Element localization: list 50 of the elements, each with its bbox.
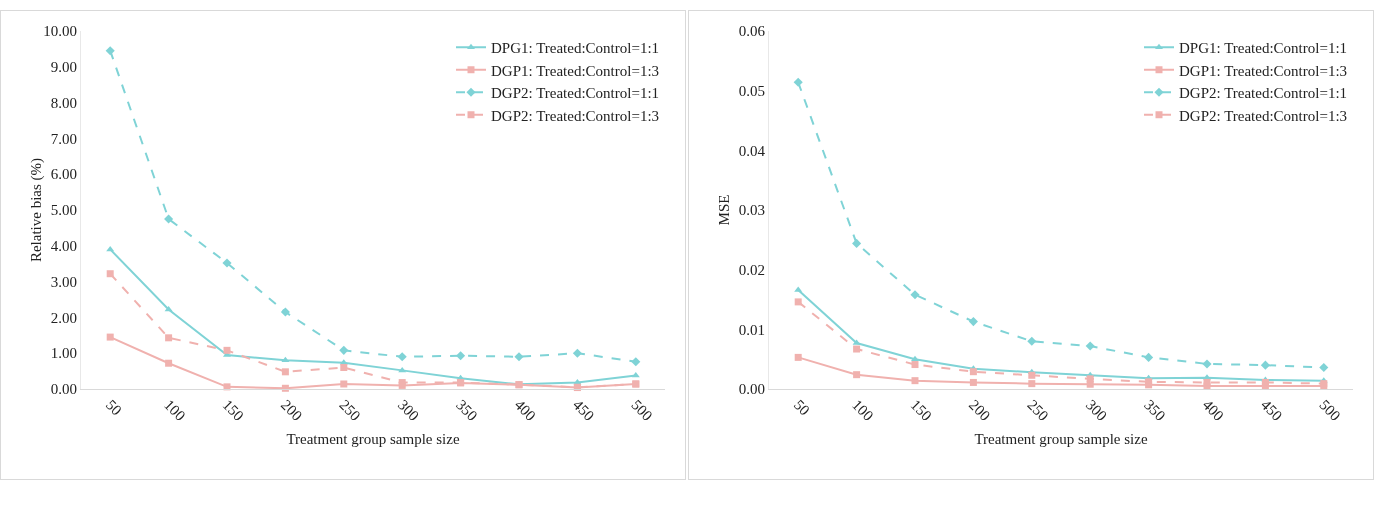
x-tick-label: 150 [907, 396, 935, 424]
y-tick-label: 8.00 [50, 94, 77, 111]
legend-label: DPG1: Treated:Control=1:1 [491, 40, 660, 57]
y-axis-title: MSE [716, 194, 732, 226]
x-tick-label: 200 [277, 396, 306, 424]
x-tick-label: 500 [628, 396, 656, 424]
x-axis-title: Treatment group sample size [974, 431, 1148, 447]
x-tick-label: 250 [1024, 396, 1052, 424]
y-tick-label: 0.00 [738, 381, 765, 398]
x-tick-label: 350 [453, 396, 481, 424]
y-tick-label: 0.05 [738, 82, 765, 99]
y-tick-label: 0.00 [50, 381, 77, 398]
x-tick-label: 400 [1199, 396, 1227, 424]
y-tick-label: 2.00 [50, 309, 77, 326]
x-tick-label: 150 [219, 396, 247, 424]
legend-label: DGP1: Treated:Control=1:3 [491, 62, 660, 79]
x-tick-label: 50 [102, 396, 125, 419]
y-axis-title: Relative bias (%) [28, 157, 45, 263]
x-tick-label: 100 [849, 396, 877, 424]
y-tick-label: 5.00 [50, 202, 77, 219]
x-tick-label: 450 [1257, 396, 1286, 424]
x-tick-label: 250 [336, 396, 364, 424]
y-tick-label: 9.00 [50, 59, 77, 76]
x-tick-label: 350 [1141, 396, 1169, 424]
x-tick-label: 400 [511, 396, 539, 424]
y-tick-label: 0.01 [738, 321, 765, 338]
legend-label: DPG1: Treated:Control=1:1 [1179, 40, 1348, 57]
y-tick-label: 0.03 [738, 202, 765, 219]
x-tick-label: 300 [394, 396, 422, 424]
x-tick-label: 100 [161, 396, 189, 424]
legend-label: DGP2: Treated:Control=1:3 [491, 107, 660, 124]
y-tick-label: 0.02 [738, 261, 765, 278]
y-tick-label: 0.06 [738, 23, 766, 40]
y-tick-label: 3.00 [50, 273, 77, 290]
x-tick-label: 50 [790, 396, 813, 419]
legend-label: DGP2: Treated:Control=1:1 [1179, 85, 1348, 102]
legend-label: DGP2: Treated:Control=1:3 [1179, 107, 1348, 124]
y-tick-label: 0.04 [738, 142, 766, 159]
legend-label: DGP1: Treated:Control=1:3 [1179, 62, 1348, 79]
y-tick-label: 10.00 [43, 23, 77, 40]
legend-label: DGP2: Treated:Control=1:1 [491, 85, 660, 102]
x-tick-label: 200 [965, 396, 994, 424]
y-tick-label: 6.00 [50, 166, 77, 183]
x-axis-title: Treatment group sample size [286, 431, 460, 447]
y-tick-label: 4.00 [50, 238, 77, 255]
x-tick-label: 500 [1316, 396, 1344, 424]
y-tick-label: 1.00 [50, 345, 77, 362]
x-tick-label: 300 [1082, 396, 1110, 424]
x-tick-label: 450 [569, 396, 598, 424]
y-tick-label: 7.00 [50, 130, 77, 147]
